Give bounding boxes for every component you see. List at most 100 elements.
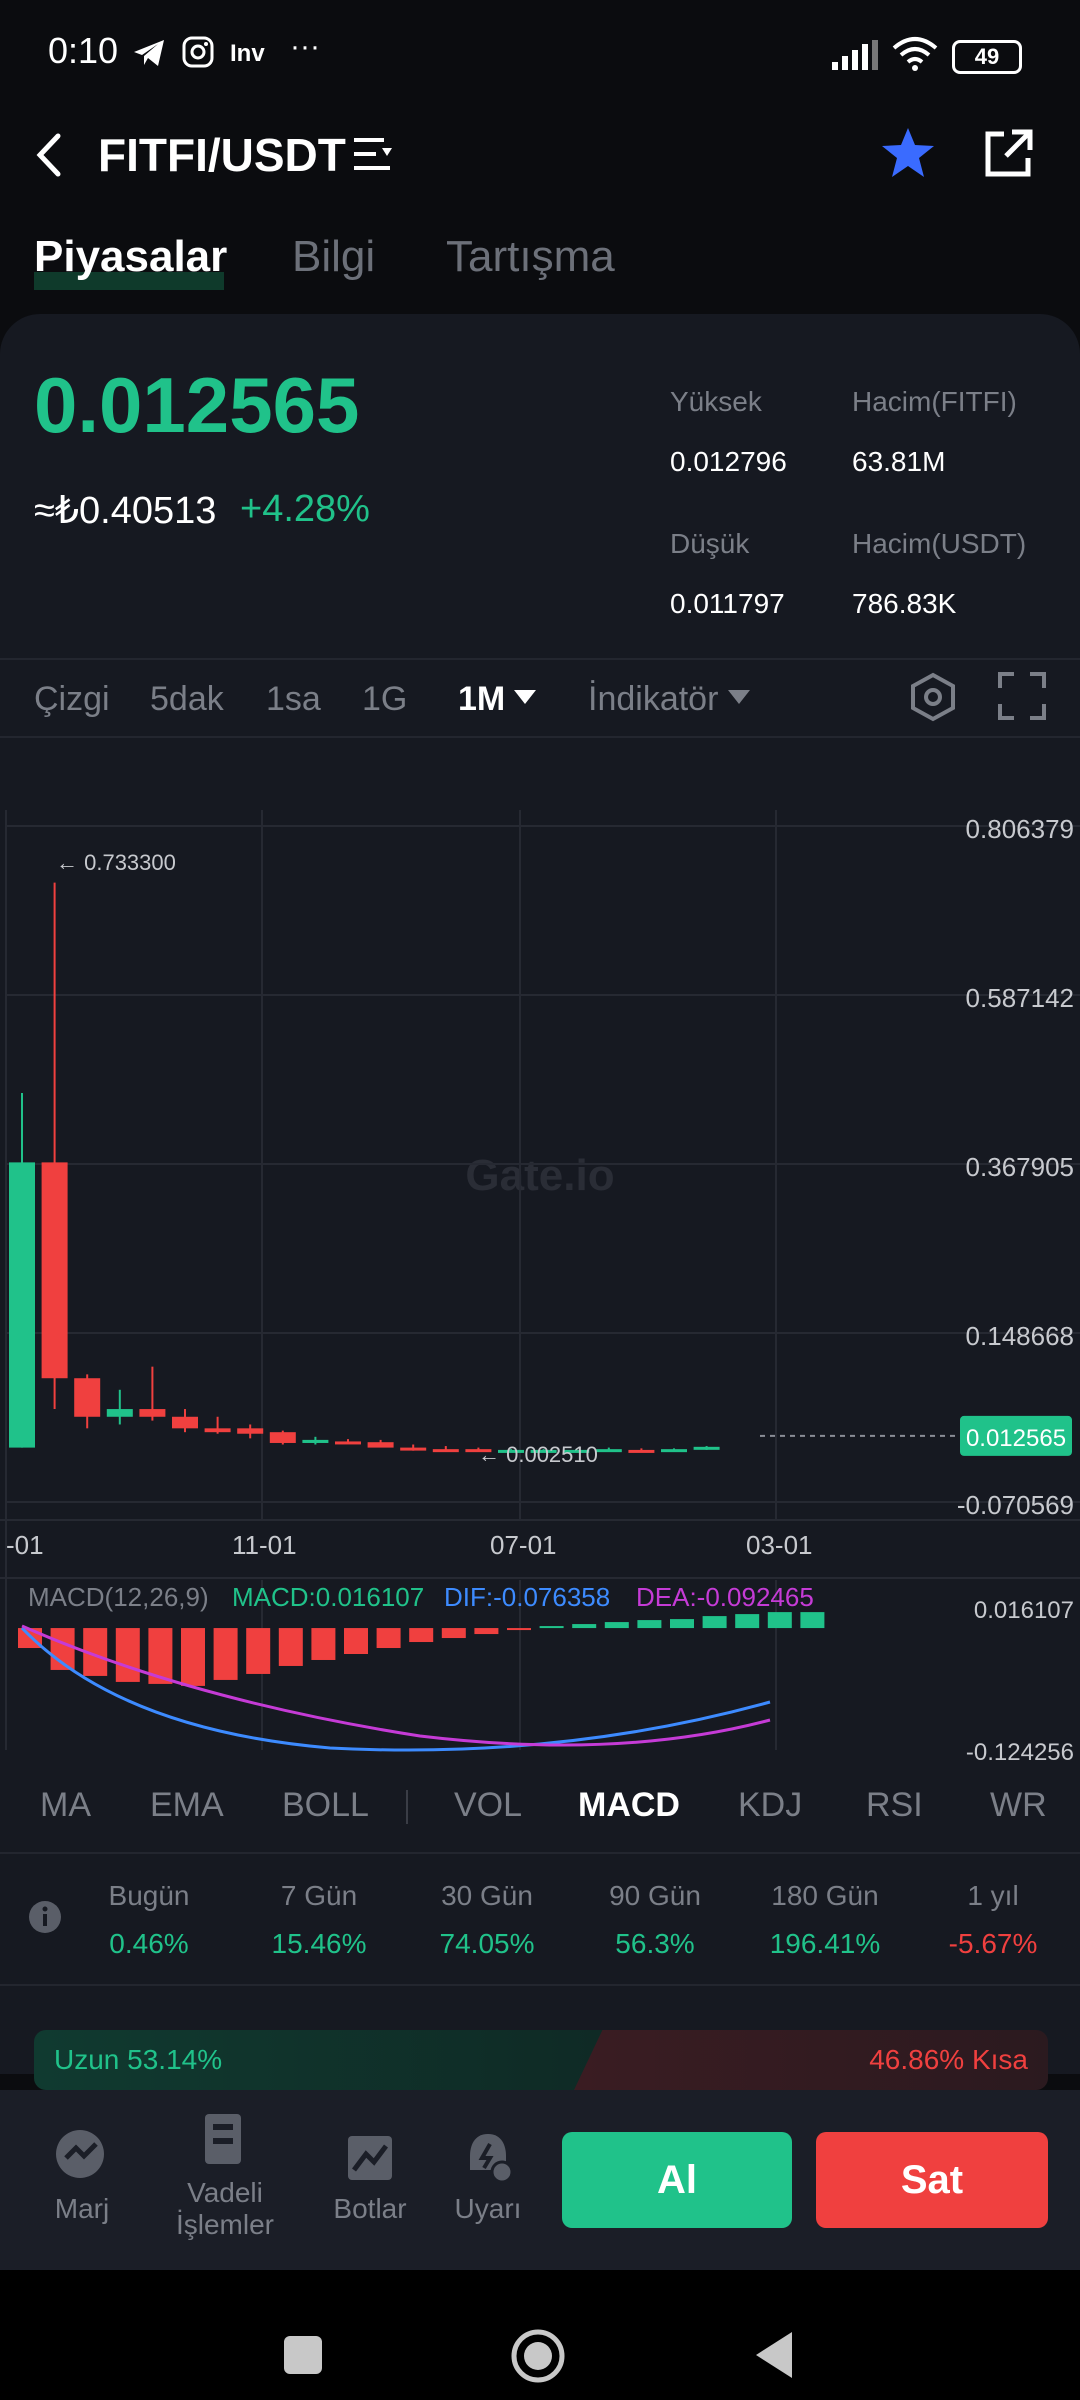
candle-body — [302, 1439, 329, 1443]
ind-kdj[interactable]: KDJ — [738, 1786, 803, 1824]
short-segment — [574, 2030, 1048, 2090]
tf-line[interactable]: Çizgi — [34, 680, 110, 718]
candle-body — [106, 1409, 133, 1417]
macd-histogram-bar — [409, 1628, 434, 1643]
macd-histogram-bar — [474, 1628, 499, 1635]
vol-base-label: Hacim(FITFI) — [852, 386, 1017, 417]
buy-button[interactable]: Al — [562, 2132, 792, 2228]
macd-histogram-bar — [376, 1628, 401, 1649]
dif-value: DIF:-0.076358 — [444, 1582, 610, 1612]
candle-body — [400, 1447, 427, 1451]
candle-body — [367, 1442, 394, 1448]
tab-info[interactable]: Bilgi — [292, 232, 376, 281]
fiat-price: ≈₺0.40513 — [34, 490, 217, 532]
signal-icon — [832, 40, 878, 70]
perf-value: 15.46% — [271, 1928, 367, 1959]
margin-button[interactable]: Marj — [40, 2126, 124, 2225]
chevron-down-icon — [514, 690, 536, 704]
ind-vol[interactable]: VOL — [454, 1786, 523, 1824]
candlestick-chart[interactable]: Gate.io 0.806379 0.587142 0.367905 0.148668… — [0, 800, 1080, 1760]
candle-body — [269, 1432, 296, 1443]
candle-body — [661, 1449, 687, 1453]
perf-label: 30 Gün — [441, 1880, 533, 1911]
ind-boll[interactable]: BOLL — [282, 1786, 369, 1824]
ind-rsi[interactable]: RSI — [866, 1786, 923, 1824]
tab-markets[interactable]: Piyasalar — [34, 232, 228, 281]
futures-icon — [205, 2114, 241, 2164]
alerts-button[interactable]: Uyarı — [446, 2130, 530, 2225]
dea-value: DEA:-0.092465 — [636, 1582, 814, 1612]
candle-body — [693, 1446, 720, 1450]
ind-ema[interactable]: EMA — [150, 1786, 224, 1824]
tf-1h[interactable]: 1sa — [266, 680, 321, 718]
favorite-star-icon[interactable] — [880, 126, 936, 180]
ind-macd[interactable]: MACD — [578, 1786, 680, 1824]
tab-discussion[interactable]: Tartışma — [446, 232, 615, 281]
info-icon[interactable] — [28, 1900, 62, 1934]
pair-list-icon[interactable] — [354, 136, 394, 172]
perf-label: 7 Gün — [280, 1880, 358, 1911]
tf-1d[interactable]: 1G — [362, 680, 408, 718]
y-tick-label: 0.587142 — [966, 983, 1074, 1013]
ind-wr[interactable]: WR — [990, 1786, 1047, 1824]
last-price: 0.012565 — [34, 361, 360, 449]
macd-histogram-bar — [441, 1628, 466, 1639]
status-bar: 0:10 Inv ··· 49 — [0, 0, 1080, 100]
tf-1m[interactable]: 1M — [458, 680, 506, 718]
macd-histogram-bar — [311, 1628, 336, 1660]
perf-label: 90 Gün — [609, 1880, 701, 1911]
perf-value: 0.46% — [109, 1928, 189, 1959]
sell-button[interactable]: Sat — [816, 2132, 1048, 2228]
share-icon[interactable] — [982, 128, 1034, 180]
candle-body — [432, 1449, 459, 1453]
candle-body — [9, 1162, 35, 1448]
futures-button[interactable]: Vadeli İşlemler — [160, 2110, 290, 2241]
margin-icon — [56, 2130, 104, 2178]
bots-button[interactable]: Botlar — [318, 2130, 422, 2225]
x-tick-label: 03-01 — [746, 1530, 813, 1560]
ind-ma[interactable]: MA — [40, 1786, 91, 1824]
dif-line — [20, 1626, 771, 1752]
tf-5m[interactable]: 5dak — [150, 680, 224, 718]
macd-histogram-bar — [181, 1628, 205, 1686]
macd-histogram-bar — [637, 1620, 662, 1629]
current-price-tag — [960, 1415, 1072, 1456]
instagram-icon — [182, 36, 214, 68]
y-tick-label: 0.806379 — [966, 814, 1074, 844]
price-change: +4.28% — [240, 488, 370, 530]
candle-body — [41, 1162, 68, 1379]
home-icon[interactable] — [510, 2328, 566, 2384]
fullscreen-icon[interactable] — [998, 672, 1046, 720]
settings-hex-icon[interactable] — [908, 672, 958, 722]
candle-body — [530, 1449, 557, 1453]
recent-apps-icon[interactable] — [282, 2334, 324, 2376]
y-tick-label: 0.367905 — [966, 1152, 1074, 1182]
pair-title[interactable]: FITFI/USDT — [98, 129, 346, 181]
macd-histogram-bar — [115, 1628, 140, 1682]
macd-value: MACD:0.016107 — [232, 1582, 424, 1612]
candle-body — [204, 1428, 231, 1433]
macd-bottom-label: -0.124256 — [966, 1739, 1074, 1760]
macd-title: MACD(12,26,9) — [28, 1582, 209, 1612]
wifi-icon — [892, 37, 938, 71]
low-label: Düşük — [670, 528, 750, 559]
ind-separator — [406, 1790, 408, 1824]
candle-body — [595, 1449, 622, 1453]
macd-histogram-bar — [278, 1628, 303, 1666]
chevron-down-icon — [728, 690, 750, 704]
margin-label: Marj — [54, 2193, 110, 2224]
indicator-dropdown[interactable]: İndikatör — [588, 680, 719, 718]
back-arrow-icon[interactable] — [34, 132, 64, 178]
macd-histogram-bar — [344, 1628, 368, 1654]
candle-body — [465, 1449, 492, 1453]
futures-label-2: İşlemler — [175, 2209, 274, 2240]
vol-quote-label: Hacim(USDT) — [852, 528, 1027, 559]
perf-value: -5.67% — [948, 1928, 1038, 1959]
perf-value: 196.41% — [769, 1928, 881, 1959]
back-nav-icon[interactable] — [752, 2330, 796, 2380]
macd-histogram-bar — [213, 1628, 238, 1680]
long-segment — [34, 2030, 604, 2090]
futures-label-1: Vadeli — [187, 2177, 263, 2208]
candle-body — [628, 1449, 655, 1453]
candle-body — [74, 1378, 101, 1417]
